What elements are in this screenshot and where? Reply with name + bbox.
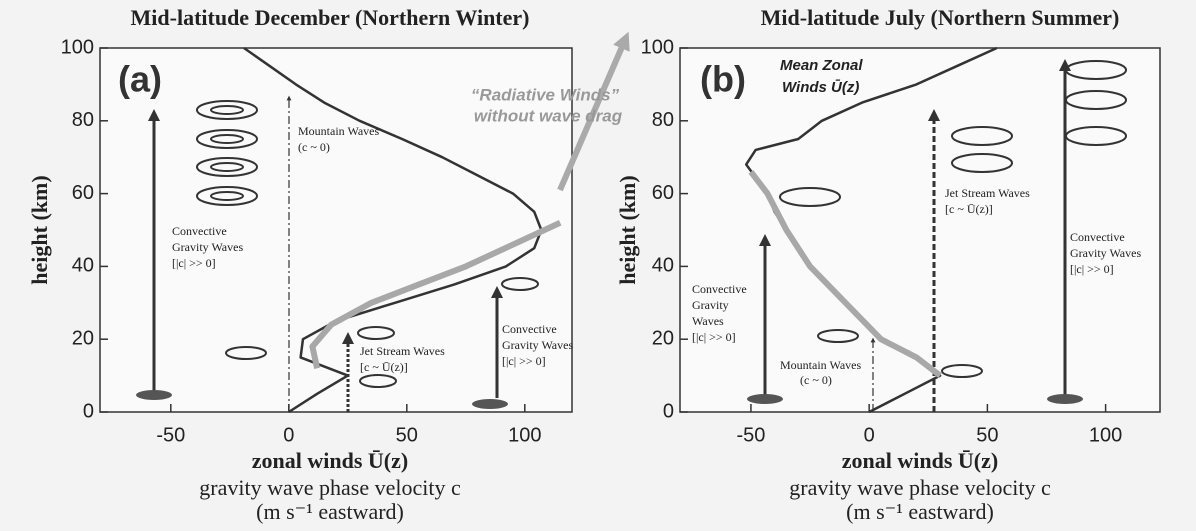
radiative-arrow	[557, 31, 630, 192]
annotation: Mean Zonal	[780, 57, 863, 74]
x-tick-label: 0	[283, 424, 294, 446]
annotation: [|c| >> 0]	[692, 330, 736, 344]
y-tick-label: 0	[663, 400, 674, 422]
panel-label: (b)	[700, 59, 746, 100]
x-axis-label: zonal winds Ū(z)	[842, 448, 998, 473]
annotation: without wave drag	[474, 106, 623, 125]
y-tick-label: 100	[61, 36, 94, 58]
annotation: [|c| >> 0]	[502, 354, 546, 368]
y-tick-label: 40	[652, 255, 674, 277]
x-tick-label: 0	[864, 424, 875, 446]
annotation: Gravity Waves	[1070, 246, 1141, 260]
annotation: [|c| >> 0]	[172, 256, 216, 270]
annotation: (c ~ 0)	[298, 140, 330, 154]
annotation: Gravity Waves	[502, 338, 573, 352]
wave-sources	[136, 390, 1083, 409]
x-tick-label: -50	[736, 424, 765, 446]
x-axis-label: (m s⁻¹ eastward)	[256, 499, 404, 524]
plot-frame	[679, 47, 1161, 413]
annotation: Gravity Waves	[172, 240, 243, 254]
annotation: Convective	[172, 224, 227, 238]
annotation: [|c| >> 0]	[1070, 262, 1114, 276]
y-tick-label: 100	[641, 36, 674, 58]
chart-title: Mid-latitude December (Northern Winter)	[131, 5, 530, 30]
annotation: [c ~ Ū(z)]	[360, 360, 408, 374]
annotation: Gravity	[692, 298, 729, 312]
annotation: Convective	[692, 282, 747, 296]
y-tick-label: 60	[72, 182, 94, 204]
wave-icons	[196, 60, 1127, 388]
x-axis-label: gravity wave phase velocity c	[789, 475, 1051, 500]
annotation: [c ~ Ū(z)]	[945, 202, 993, 216]
annotation: (c ~ 0)	[800, 373, 832, 387]
y-tick-label: 0	[83, 400, 94, 422]
y-axis-label: height (km)	[615, 175, 640, 284]
y-tick-label: 20	[652, 327, 674, 349]
annotation: Convective	[502, 322, 557, 336]
y-axis-label: height (km)	[27, 175, 52, 284]
x-tick-label: 50	[976, 424, 998, 446]
x-axis-label: zonal winds Ū(z)	[252, 448, 408, 473]
y-tick-label: 40	[72, 255, 94, 277]
annotation: Waves	[692, 314, 724, 328]
chart-title: Mid-latitude July (Northern Summer)	[761, 5, 1120, 30]
x-tick-label: -50	[156, 424, 185, 446]
annotation: Convective	[1070, 230, 1125, 244]
x-axis-label: gravity wave phase velocity c	[199, 475, 461, 500]
y-tick-label: 80	[72, 109, 94, 131]
annotation: Jet Stream Waves	[360, 344, 445, 358]
x-tick-label: 50	[396, 424, 418, 446]
annotation: Winds Ū(z)	[782, 79, 859, 96]
x-tick-label: 100	[1089, 424, 1122, 446]
x-tick-label: 100	[508, 424, 541, 446]
annotation: Mountain Waves	[780, 358, 861, 372]
panel-label: (a)	[118, 59, 162, 100]
x-axis-label: (m s⁻¹ eastward)	[846, 499, 994, 524]
annotation: “Radiative Winds”	[471, 85, 620, 104]
y-tick-label: 80	[652, 109, 674, 131]
wind-profile	[309, 219, 562, 369]
y-tick-label: 20	[72, 327, 94, 349]
annotation: Mountain Waves	[298, 124, 379, 138]
annotation: Jet Stream Waves	[945, 186, 1030, 200]
y-tick-label: 60	[652, 182, 674, 204]
wind-profile	[748, 169, 942, 378]
